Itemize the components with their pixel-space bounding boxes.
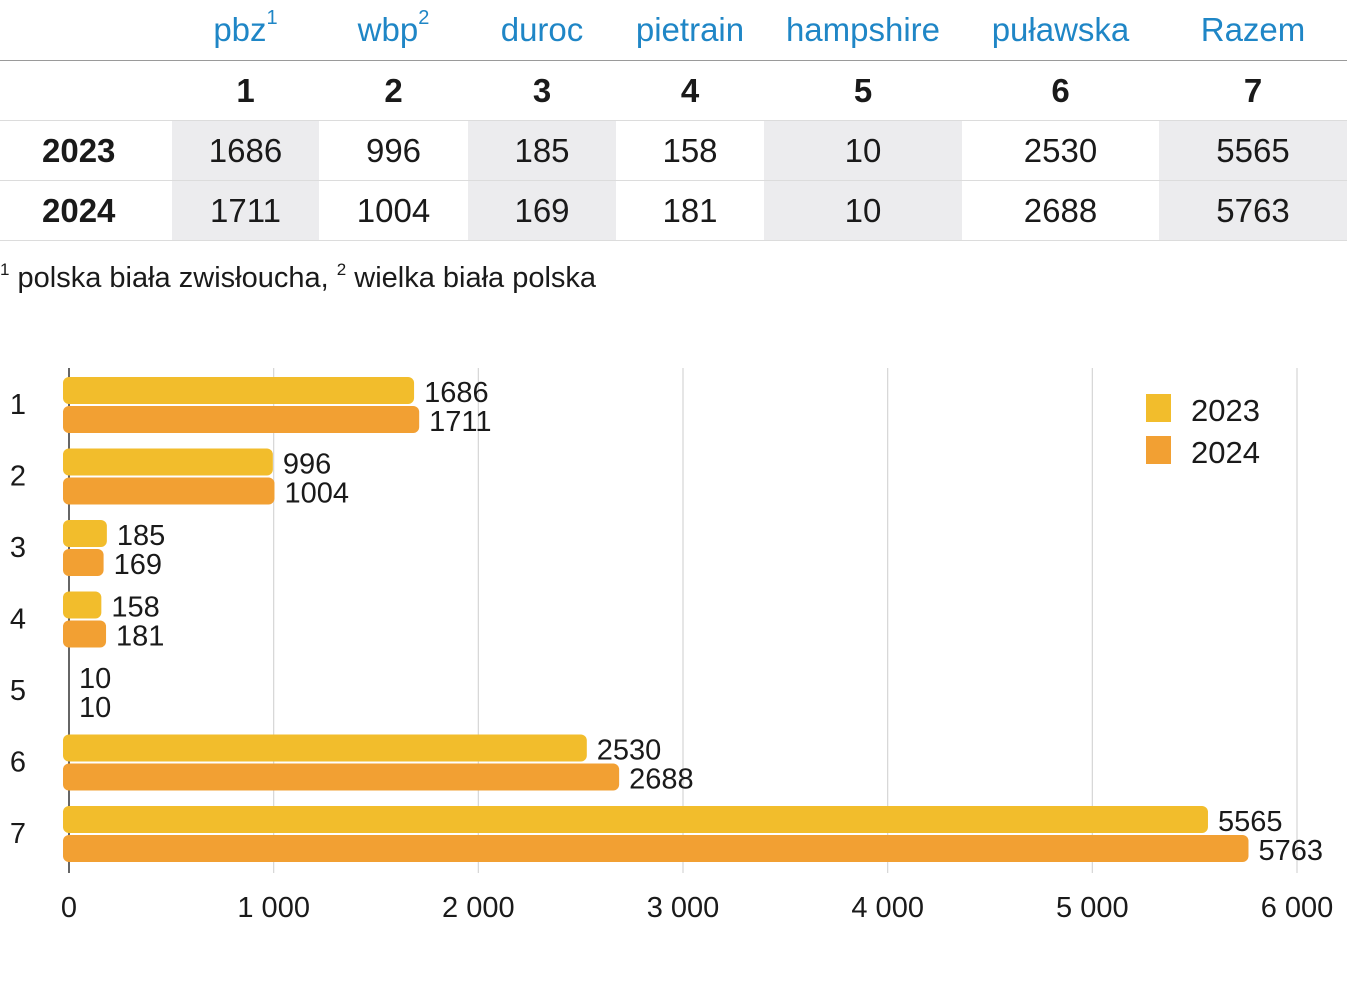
bar-2024 — [63, 835, 1249, 862]
breed-table-container: pbz1 wbp2 duroc pietrain hampshire puław… — [0, 0, 1347, 241]
category-label: 4 — [10, 604, 26, 636]
value-cell: 5565 — [1159, 120, 1347, 181]
value-cell: 158 — [616, 120, 764, 181]
bar-2023 — [63, 806, 1208, 833]
table-row: 2024 1711 1004 169 181 10 2688 5763 — [0, 180, 1347, 241]
footnote-marker: 2 — [336, 260, 347, 279]
legend-swatch-2024 — [1146, 436, 1171, 464]
bar-2024 — [63, 763, 620, 791]
x-tick-label: 0 — [61, 892, 77, 924]
breed-name-cell: puławska — [962, 0, 1159, 61]
footnote-text: wielka biała polska — [354, 262, 597, 294]
x-tick-label: 3 000 — [647, 892, 720, 924]
year-label: 2023 — [0, 120, 172, 181]
number-cell: 4 — [616, 60, 764, 121]
breed-table: pbz1 wbp2 duroc pietrain hampshire puław… — [0, 0, 1347, 241]
breed-name-cell: pbz1 — [172, 0, 319, 61]
value-label: 5763 — [1258, 835, 1323, 867]
bar-2023 — [63, 520, 107, 547]
number-cell: 6 — [962, 60, 1159, 121]
footnote: 1 polska biała zwisłoucha, 2 wielka biał… — [0, 260, 597, 295]
category-label: 1 — [10, 389, 26, 421]
category-label: 6 — [10, 747, 26, 779]
value-label: 158 — [111, 592, 159, 624]
bar-2024 — [63, 549, 104, 576]
bar-2024 — [63, 477, 275, 505]
corner-cell — [0, 0, 172, 61]
bar-2023 — [63, 448, 273, 476]
value-cell: 10 — [764, 120, 962, 181]
value-label: 996 — [283, 449, 331, 481]
bar-2023 — [63, 377, 415, 404]
breed-header-row: pbz1 wbp2 duroc pietrain hampshire puław… — [0, 0, 1347, 61]
breed-name-cell: pietrain — [616, 0, 764, 61]
x-tick-label: 2 000 — [442, 892, 515, 924]
number-cell: 7 — [1159, 60, 1347, 121]
legend-label: 2023 — [1191, 393, 1260, 428]
category-label: 7 — [10, 818, 26, 850]
number-cell: 5 — [764, 60, 962, 121]
year-label: 2024 — [0, 180, 172, 241]
value-label: 5565 — [1218, 806, 1283, 838]
value-cell: 185 — [468, 120, 616, 181]
number-cell: 2 — [319, 60, 468, 121]
bar-2024 — [63, 620, 107, 648]
number-cell: 1 — [172, 60, 319, 121]
x-tick-label: 1 000 — [237, 892, 310, 924]
value-cell: 1004 — [319, 180, 468, 241]
corner-cell — [0, 60, 172, 121]
value-cell: 2688 — [962, 180, 1159, 241]
value-cell: 181 — [616, 180, 764, 241]
value-cell: 1686 — [172, 120, 319, 181]
footnote-text: polska biała zwisłoucha, — [17, 262, 329, 294]
bar-2024 — [63, 406, 420, 433]
x-tick-label: 6 000 — [1261, 892, 1334, 924]
category-label: 2 — [10, 461, 26, 493]
breed-name-cell: duroc — [468, 0, 616, 61]
value-label: 10 — [79, 692, 111, 724]
value-label: 1711 — [429, 406, 491, 438]
value-label: 169 — [114, 549, 162, 581]
bar-2023 — [63, 734, 587, 762]
value-label: 10 — [79, 663, 111, 695]
value-label: 185 — [117, 520, 165, 552]
value-label: 181 — [116, 621, 164, 653]
value-cell: 10 — [764, 180, 962, 241]
bar-chart: 0 1 000 2 000 3 000 4 000 5 000 6 000 1 16861711… — [10, 368, 1334, 924]
number-row: 1 2 3 4 5 6 7 — [0, 60, 1347, 121]
x-tick-label: 5 000 — [1056, 892, 1129, 924]
breed-name-cell: wbp2 — [319, 0, 468, 61]
value-label: 1686 — [424, 377, 489, 409]
footnote-marker: 1 — [0, 260, 10, 279]
breed-name-cell: Razem — [1159, 0, 1347, 61]
value-label: 2530 — [597, 735, 662, 767]
value-label: 2688 — [629, 764, 694, 796]
value-cell: 169 — [468, 180, 616, 241]
x-tick-label: 4 000 — [851, 892, 924, 924]
value-cell: 1711 — [172, 180, 319, 241]
table-row: 2023 1686 996 185 158 10 2530 5565 — [0, 120, 1347, 181]
legend-swatch-2023 — [1146, 394, 1171, 422]
value-cell: 2530 — [962, 120, 1159, 181]
value-label: 1004 — [284, 478, 349, 510]
value-cell: 5763 — [1159, 180, 1347, 241]
value-cell: 996 — [319, 120, 468, 181]
bar-2023 — [63, 591, 102, 619]
category-label: 5 — [10, 675, 26, 707]
breed-name-cell: hampshire — [764, 0, 962, 61]
legend-label: 2024 — [1191, 435, 1260, 470]
number-cell: 3 — [468, 60, 616, 121]
category-label: 3 — [10, 532, 26, 564]
